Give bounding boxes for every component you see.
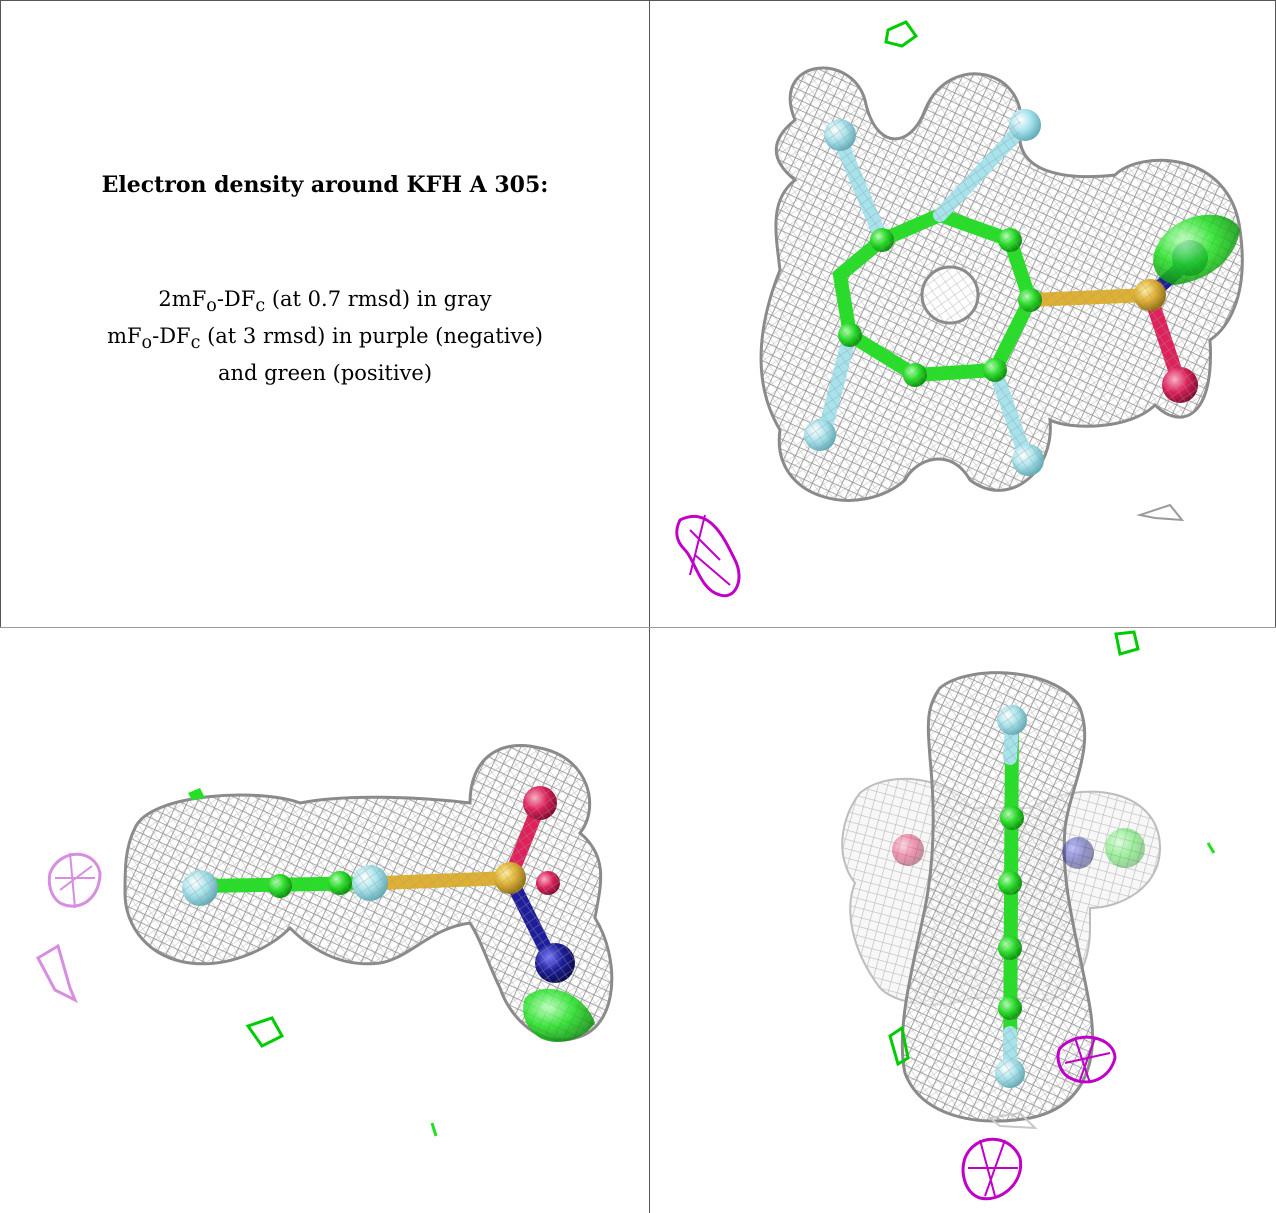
gray-density-mesh-overlay <box>125 745 612 1040</box>
density-view-top-svg <box>675 20 1244 598</box>
positive-density-blob <box>1114 630 1140 656</box>
positive-density-blob <box>245 1016 285 1048</box>
density-view-end-svg <box>841 630 1216 1201</box>
negative-density-blob <box>689 514 731 586</box>
grid-divider-horizontal <box>0 627 1276 628</box>
caption-title: Electron density around KFH A 305: <box>101 172 549 198</box>
nitrogen-atom <box>1062 837 1094 869</box>
positive-density-blob <box>1153 214 1240 285</box>
caption-text: mF <box>107 324 142 349</box>
negative-density-blob <box>968 1139 1018 1197</box>
negative-density-blob <box>1056 1035 1117 1084</box>
negative-density-blob <box>675 514 741 598</box>
caption-body: 2mFo-DFc (at 0.7 rmsd) in gray mFo-DFc (… <box>40 284 610 388</box>
grid-divider-vertical <box>649 0 650 1213</box>
negative-density-blob <box>55 852 95 909</box>
caption-panel: Electron density around KFH A 305: 2mFo-… <box>0 0 649 627</box>
density-view-side-svg <box>36 743 614 1137</box>
caption-subscript: c <box>190 333 201 354</box>
oxygen-atom <box>892 834 924 866</box>
positive-density-blob <box>1206 842 1216 854</box>
gray-density-mesh-overlay <box>902 672 1093 1121</box>
caption-line-2mfo: 2mFo-DFc (at 0.7 rmsd) in gray <box>40 284 610 321</box>
caption-subscript: c <box>255 296 266 317</box>
carbon-atom <box>1105 828 1145 868</box>
positive-density-blob <box>430 1122 438 1137</box>
gray-density-mesh-overlay <box>761 67 1243 501</box>
caption-text: -DF <box>216 287 256 311</box>
density-view-side <box>0 628 649 1213</box>
positive-density-blob <box>888 1025 910 1067</box>
caption-line-green: and green (positive) <box>217 361 433 386</box>
gray-density-fragment <box>987 1111 1038 1130</box>
grid-border-top <box>0 0 1276 1</box>
caption-subscript: o <box>141 333 153 354</box>
positive-density-blob <box>523 988 595 1043</box>
density-view-top <box>650 0 1276 627</box>
positive-density-blob <box>884 20 919 48</box>
grid-border-left <box>0 0 1 627</box>
caption-line-mfo: mFo-DFc (at 3 rmsd) in purple (negative) <box>40 321 610 358</box>
negative-density-blob <box>36 943 78 1004</box>
caption-text: (at 3 rmsd) in purple (negative) <box>200 324 543 349</box>
positive-density-blob <box>188 788 205 800</box>
caption-subscript: o <box>206 296 217 317</box>
negative-density-blob <box>1064 1037 1111 1084</box>
caption-text: -DF <box>152 324 191 349</box>
negative-density-blob <box>961 1137 1023 1201</box>
caption-text: 2mF <box>158 287 207 311</box>
negative-density-blob <box>47 852 102 908</box>
density-view-end <box>650 628 1276 1213</box>
gray-density-fragment <box>1136 503 1185 522</box>
caption-text: (at 0.7 rmsd) in gray <box>265 287 492 311</box>
